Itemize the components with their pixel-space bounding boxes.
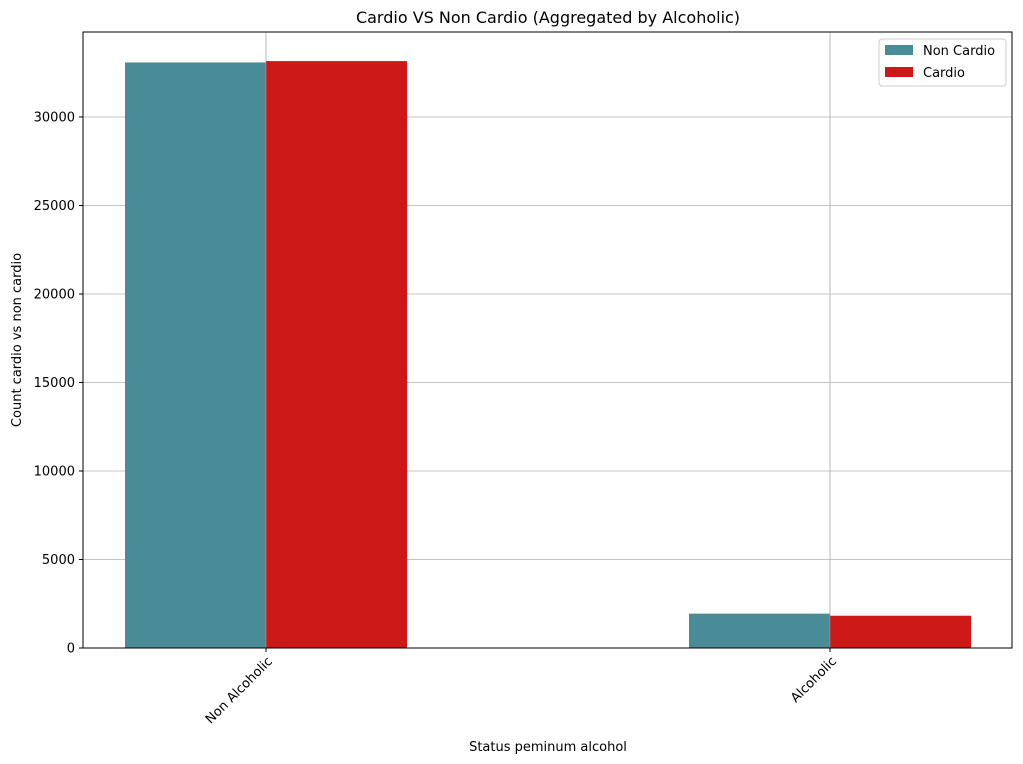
y-tick-label: 5000 xyxy=(42,553,75,568)
legend-swatch-non-cardio xyxy=(885,45,913,55)
x-axis-label: Status peminum alcohol xyxy=(469,740,627,755)
y-tick-label: 10000 xyxy=(34,464,75,479)
x-tick-label: Alcoholic xyxy=(788,654,840,706)
y-tick-label: 25000 xyxy=(34,199,75,214)
legend-swatch-cardio xyxy=(885,67,913,77)
legend-label-cardio: Cardio xyxy=(923,66,965,81)
y-tick-label: 0 xyxy=(67,642,75,657)
y-axis-label: Count cardio vs non cardio xyxy=(10,253,25,427)
legend: Non Cardio Cardio xyxy=(878,38,1007,87)
y-tick-label: 30000 xyxy=(34,110,75,125)
plot-frame xyxy=(82,31,1013,649)
bar-cardio-alcoholic xyxy=(830,615,971,648)
x-tick-label: Non Alcoholic xyxy=(203,654,276,727)
y-axis-ticks: 0 5000 10000 15000 20000 25000 30000 xyxy=(34,110,83,657)
chart-title: Cardio VS Non Cardio (Aggregated by Alco… xyxy=(356,8,740,27)
bar-non-cardio-alcoholic xyxy=(689,613,830,648)
bars-group xyxy=(125,32,971,648)
y-tick-label: 20000 xyxy=(34,287,75,302)
bar-cardio-non-alcoholic xyxy=(266,61,407,648)
bar-non-cardio-non-alcoholic xyxy=(125,62,266,648)
x-axis-ticks: Non Alcoholic Alcoholic xyxy=(203,648,840,727)
y-tick-label: 15000 xyxy=(34,376,75,391)
legend-label-non-cardio: Non Cardio xyxy=(923,44,995,59)
